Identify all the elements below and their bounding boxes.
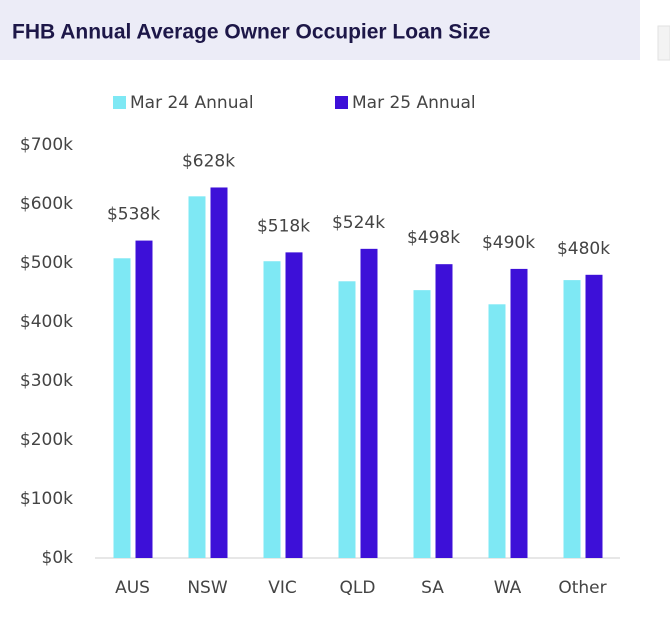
- data-label: $524k: [332, 213, 385, 233]
- legend-label: Mar 25 Annual: [352, 93, 476, 113]
- data-label: $628k: [182, 151, 235, 171]
- y-tick-label: $700k: [20, 135, 73, 155]
- legend-label: Mar 24 Annual: [130, 93, 254, 113]
- x-tick-label: VIC: [268, 578, 297, 598]
- y-tick-label: $200k: [20, 430, 73, 450]
- data-label: $480k: [557, 239, 610, 259]
- legend-swatch: [113, 96, 126, 109]
- x-tick-label: AUS: [115, 578, 150, 598]
- bar: [435, 264, 453, 558]
- y-tick-label: $0k: [42, 548, 74, 568]
- bar: [563, 280, 581, 558]
- bar: [263, 261, 281, 558]
- x-tick-label: Other: [558, 578, 606, 598]
- bar: [188, 196, 206, 558]
- x-tick-label: QLD: [340, 578, 376, 598]
- bar: [135, 240, 153, 558]
- bar: [113, 258, 131, 558]
- y-tick-label: $600k: [20, 194, 73, 214]
- bar: [585, 274, 603, 558]
- bar: [285, 252, 303, 558]
- y-tick-label: $400k: [20, 312, 73, 332]
- bar: [338, 281, 356, 558]
- header-bar: [0, 0, 640, 60]
- adjacent-panel: [657, 25, 670, 61]
- bar: [360, 248, 378, 558]
- x-tick-label: WA: [494, 578, 522, 598]
- bar: [210, 187, 228, 559]
- y-tick-label: $300k: [20, 371, 73, 391]
- data-label: $538k: [107, 205, 160, 225]
- x-tick-label: SA: [421, 578, 444, 598]
- y-tick-label: $500k: [20, 253, 73, 273]
- bar: [413, 290, 431, 558]
- data-label: $518k: [257, 216, 310, 236]
- y-tick-label: $100k: [20, 489, 73, 509]
- legend-swatch: [335, 96, 348, 109]
- data-label: $498k: [407, 228, 460, 248]
- bar: [510, 268, 528, 558]
- x-tick-label: NSW: [187, 578, 228, 598]
- bar: [488, 304, 506, 558]
- chart-title: FHB Annual Average Owner Occupier Loan S…: [12, 21, 490, 44]
- data-label: $490k: [482, 233, 535, 253]
